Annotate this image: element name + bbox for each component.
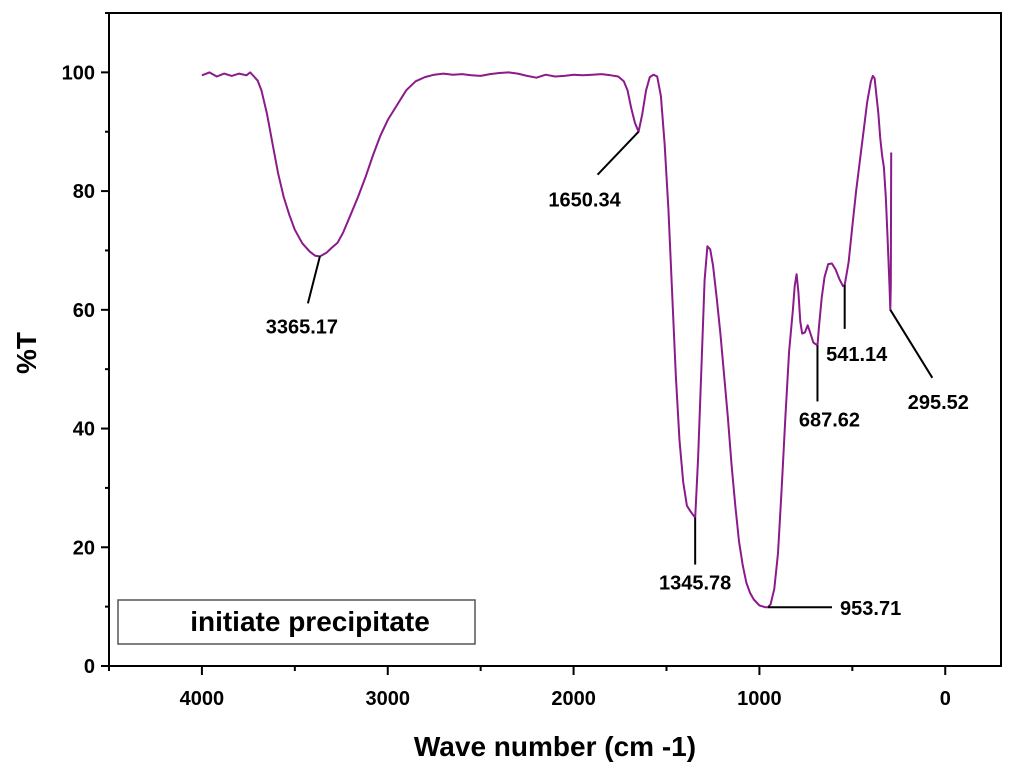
annotation-leader-line [596,131,640,176]
peak-label: 687.62 [799,409,860,431]
peak-label: 3365.17 [266,316,338,338]
x-tick-label: 2000 [551,688,596,710]
x-tick-label: 1000 [737,688,782,710]
y-tick-label: 40 [73,419,95,441]
x-tick-label: 4000 [180,688,225,710]
x-tick-label: 3000 [366,688,411,710]
legend: initiate precipitate [117,599,476,645]
x-tick-label: 0 [940,688,951,710]
peak-label: 541.14 [826,344,888,366]
legend-entry: initiate precipitate [190,606,430,637]
y-tick-label: 20 [73,537,95,559]
peak-label: 953.71 [840,598,901,620]
x-axis-ticks: 4000 3000 2000 1000 0 [108,666,951,710]
y-tick-label: 100 [62,62,95,84]
y-axis-ticks: 0 20 40 60 80 100 [62,12,109,678]
peak-annotations: 3365.17 1650.34 1345.78 953.71 687.62 541.14 2… [266,131,969,620]
spectrum-line [201,71,893,609]
peak-label: 1345.78 [659,573,731,595]
annotation-leader-line [889,309,934,379]
legend-box [117,599,476,645]
annotation-leader-line [306,256,321,304]
y-tick-label: 60 [73,300,95,322]
y-tick-label: 0 [84,656,95,678]
peak-label: 295.52 [908,392,969,414]
peak-label: 1650.34 [548,190,621,212]
x-axis-title: Wave number (cm -1) [414,731,696,762]
plot-frame [108,12,1002,667]
y-tick-label: 80 [73,181,95,203]
y-axis-title: %T [11,332,42,374]
